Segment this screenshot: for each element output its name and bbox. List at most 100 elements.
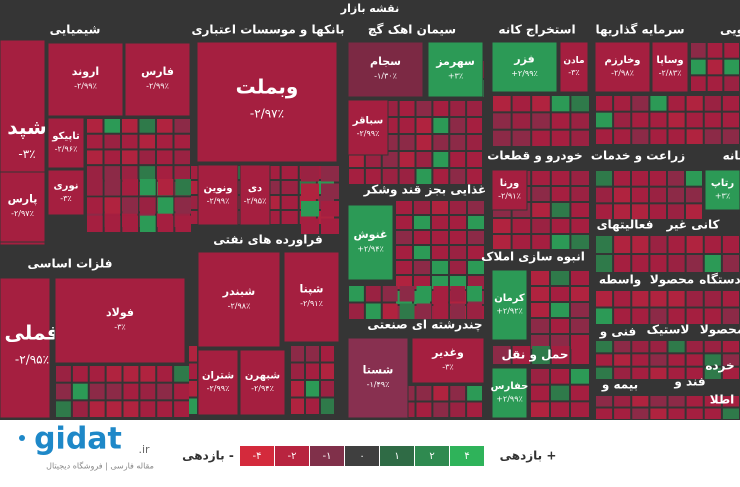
filler-tile (493, 113, 511, 129)
filler-tile (122, 119, 138, 133)
filler-tile (140, 215, 156, 232)
filler-tile (532, 203, 550, 217)
stock-change: -۲/۹۹٪ (74, 82, 97, 91)
filler-tile (365, 169, 381, 184)
stock-symbol: شپنا (300, 282, 324, 295)
filler-tile (571, 203, 589, 217)
filler-tile (291, 346, 304, 362)
filler-tile (157, 366, 173, 382)
stock-symbol: فزر (513, 52, 534, 65)
filler-tile (512, 113, 531, 129)
filler-tile (668, 308, 685, 324)
filler-tile (632, 255, 649, 272)
filler-tile (532, 96, 550, 112)
stock-tile (197, 164, 239, 226)
filler-tile (707, 43, 723, 58)
filler-tile (157, 134, 173, 149)
filler-tile (722, 96, 739, 111)
filler-tile (614, 367, 631, 379)
filler-tile (157, 166, 173, 180)
filler-tile (704, 408, 721, 419)
filler-tile (531, 319, 549, 333)
filler-tile (382, 152, 398, 167)
filler-tile (596, 96, 613, 111)
stock-symbol: دی (248, 183, 262, 194)
legend-step: ۲ (429, 451, 434, 462)
filler-tile (596, 171, 612, 186)
filler-tile (686, 171, 702, 186)
filler-tile (291, 381, 304, 397)
filler-tile (416, 402, 432, 417)
filler-tile (596, 204, 612, 219)
filler-tile (650, 187, 666, 203)
filler-tile (87, 179, 103, 196)
filler-tile (174, 401, 189, 417)
stock-symbol: ورنا (500, 178, 519, 189)
filler-tile (433, 118, 449, 133)
sector-label: فلزات اساسی (28, 257, 113, 271)
filler-tile (571, 113, 589, 129)
filler-tile (668, 129, 685, 144)
stock-change: -۲/۹۵٪ (244, 197, 267, 206)
stock-tile (427, 41, 484, 98)
filler-tile (349, 169, 364, 184)
stock-tile (594, 41, 651, 93)
filler-tile (704, 341, 721, 353)
legend-swatch (240, 446, 274, 466)
filler-tile (396, 246, 412, 259)
filler-tile (571, 402, 589, 417)
filler-tile (139, 119, 155, 133)
stock-tile (197, 251, 281, 348)
stock-symbol: سجام (370, 55, 401, 68)
filler-tile (614, 236, 631, 253)
stock-tile (283, 251, 340, 343)
filler-tile (450, 246, 466, 259)
filler-tile (123, 401, 139, 417)
filler-tile (89, 383, 105, 400)
filler-tile (571, 369, 589, 384)
filler-tile (467, 118, 482, 133)
filler-tile (614, 408, 631, 419)
filler-tile (512, 235, 531, 249)
stock-change: -۳٪ (442, 363, 453, 372)
filler-tile (531, 385, 549, 401)
filler-tile (668, 96, 685, 111)
filler-tile (724, 59, 739, 75)
filler-tile (301, 201, 319, 217)
filler-tile (106, 383, 122, 400)
filler-tile (321, 201, 339, 217)
filler-tile (433, 386, 449, 401)
stock-symbol: رتاپ (711, 178, 735, 189)
stock-change: +۳٪ (448, 72, 463, 81)
filler-tile (104, 215, 121, 232)
filler-tile (668, 171, 684, 186)
filler-tile (157, 197, 174, 214)
filler-tile (596, 367, 613, 379)
filler-tile (122, 166, 138, 180)
filler-tile (104, 179, 121, 196)
filler-tile (596, 129, 613, 144)
filler-tile (432, 201, 448, 214)
filler-tile (321, 346, 334, 362)
stock-change: -۲/۹۹٪ (207, 197, 230, 206)
stock-tile (0, 277, 51, 419)
filler-tile (614, 129, 631, 144)
filler-tile (650, 408, 667, 419)
sector-label: محصولا (650, 273, 694, 288)
sector-label: بانکها و موسسات اعتباری (192, 23, 345, 38)
filler-tile (686, 341, 703, 353)
filler-tile (72, 366, 88, 382)
stock-symbol: حفارس (491, 381, 529, 392)
stock-change: -۲/۹۸٪ (611, 69, 634, 78)
sector-label: فراورده های نفتی (213, 233, 322, 248)
stock-symbol: سهرمز (435, 55, 475, 68)
stock-tile (491, 169, 528, 211)
filler-tile (157, 119, 173, 133)
filler-tile (89, 401, 105, 417)
legend-step: ۰ (359, 451, 364, 462)
filler-tile (596, 291, 613, 307)
filler-tile (321, 363, 334, 379)
sector-label: ویی (720, 23, 740, 38)
filler-tile (450, 118, 466, 133)
